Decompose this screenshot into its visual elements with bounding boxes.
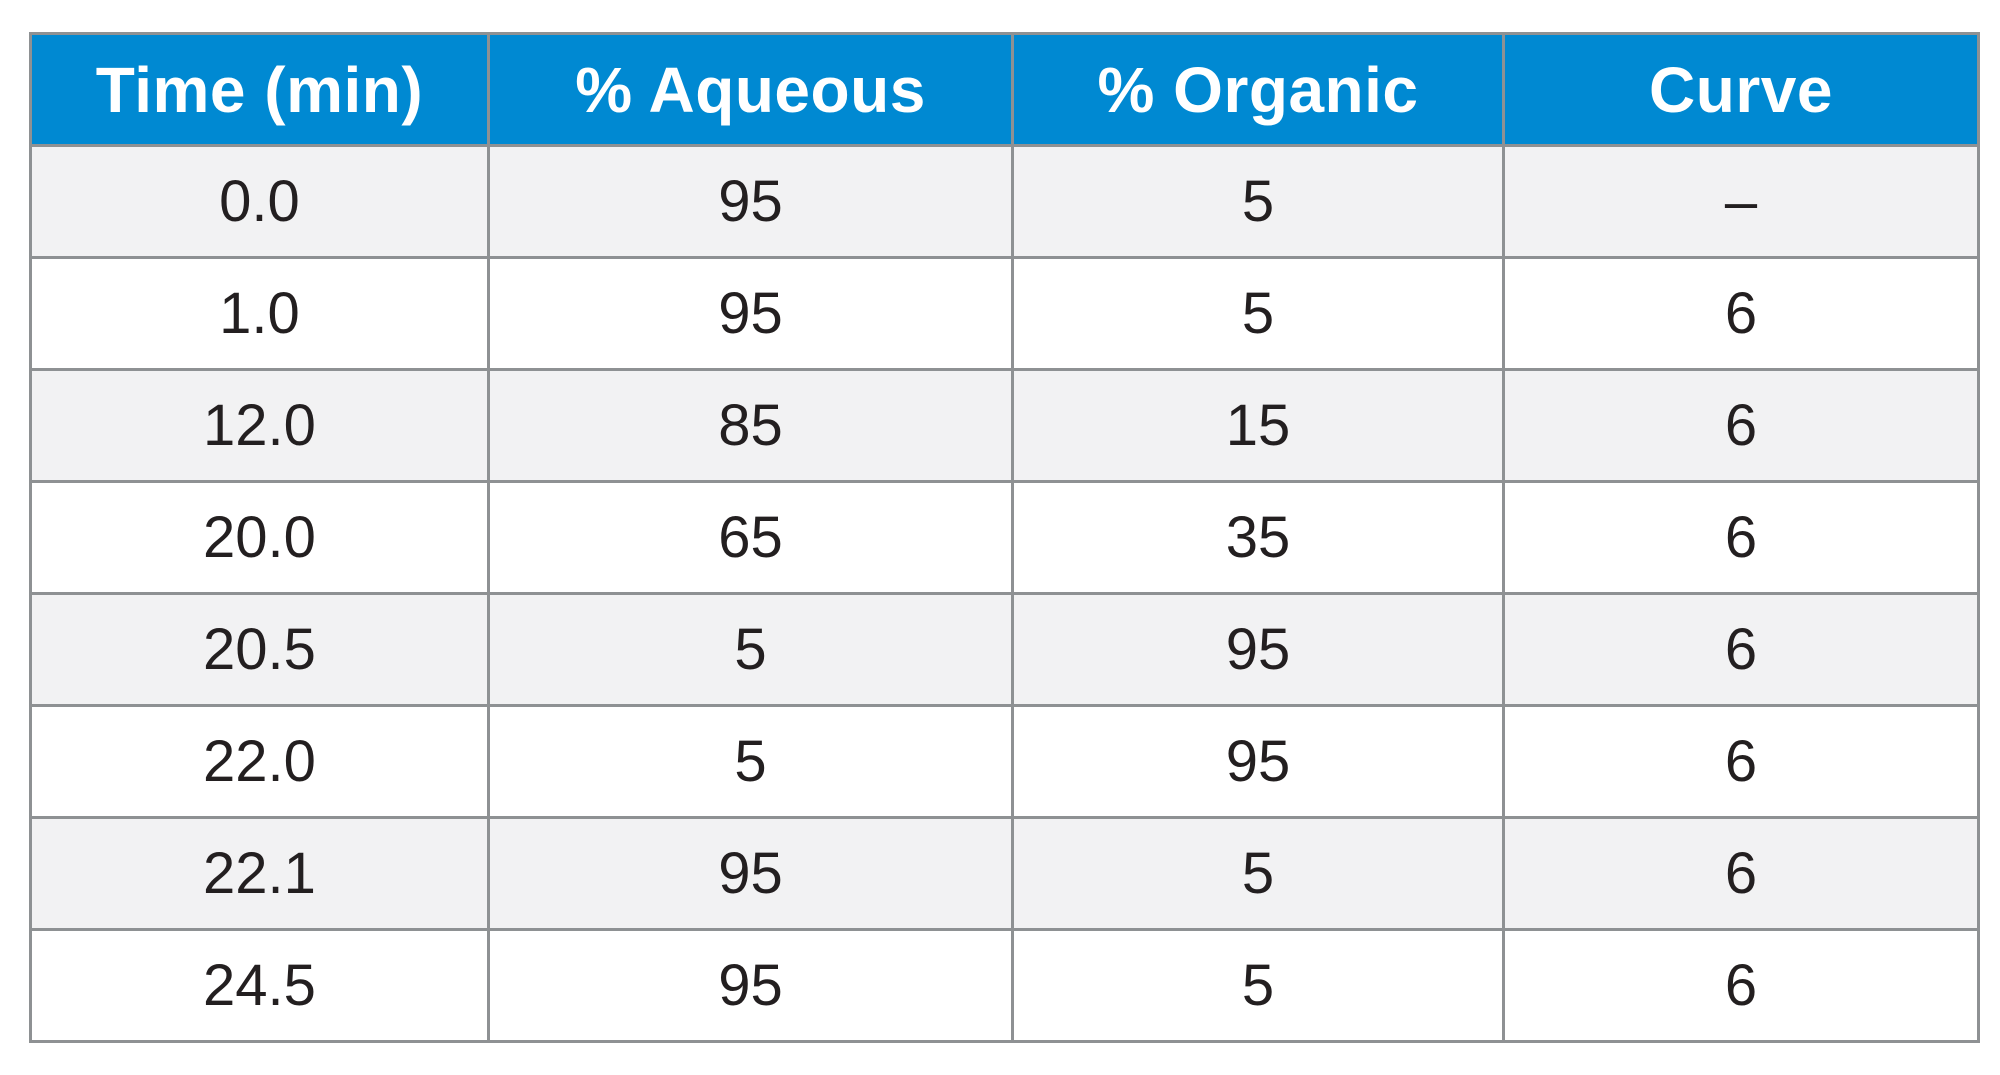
- column-header-curve: Curve: [1502, 32, 1980, 147]
- table-row: 24.5 95 5 6: [29, 928, 1980, 1043]
- table-body: 0.0 95 5 – 1.0 95 5 6 12.0 85 15 6 20.0 …: [29, 144, 1980, 1043]
- table-row: 20.5 5 95 6: [29, 592, 1980, 707]
- cell-curve: 6: [1502, 480, 1980, 595]
- cell-curve: 6: [1502, 368, 1980, 483]
- table-row: 1.0 95 5 6: [29, 256, 1980, 371]
- cell-time: 20.0: [29, 480, 490, 595]
- cell-aqueous: 95: [487, 144, 1014, 259]
- table-row: 22.0 5 95 6: [29, 704, 1980, 819]
- cell-aqueous: 5: [487, 704, 1014, 819]
- cell-curve: 6: [1502, 592, 1980, 707]
- cell-curve: 6: [1502, 256, 1980, 371]
- table-row: 0.0 95 5 –: [29, 144, 1980, 259]
- cell-organic: 95: [1011, 704, 1505, 819]
- cell-organic: 95: [1011, 592, 1505, 707]
- cell-time: 22.0: [29, 704, 490, 819]
- gradient-table-container: Time (min) % Aqueous % Organic Curve 0.0…: [29, 32, 1980, 1043]
- cell-organic: 15: [1011, 368, 1505, 483]
- cell-organic: 5: [1011, 256, 1505, 371]
- cell-organic: 5: [1011, 144, 1505, 259]
- cell-time: 22.1: [29, 816, 490, 931]
- column-header-organic: % Organic: [1011, 32, 1505, 147]
- cell-aqueous: 95: [487, 816, 1014, 931]
- cell-organic: 35: [1011, 480, 1505, 595]
- column-header-time: Time (min): [29, 32, 490, 147]
- cell-organic: 5: [1011, 816, 1505, 931]
- cell-aqueous: 65: [487, 480, 1014, 595]
- table-header: Time (min) % Aqueous % Organic Curve: [29, 32, 1980, 147]
- cell-time: 20.5: [29, 592, 490, 707]
- column-header-aqueous: % Aqueous: [487, 32, 1014, 147]
- gradient-table: Time (min) % Aqueous % Organic Curve 0.0…: [29, 32, 1980, 1043]
- table-row: 22.1 95 5 6: [29, 816, 1980, 931]
- cell-time: 12.0: [29, 368, 490, 483]
- cell-time: 1.0: [29, 256, 490, 371]
- cell-organic: 5: [1011, 928, 1505, 1043]
- cell-aqueous: 95: [487, 256, 1014, 371]
- cell-curve: 6: [1502, 816, 1980, 931]
- cell-aqueous: 95: [487, 928, 1014, 1043]
- table-row: 12.0 85 15 6: [29, 368, 1980, 483]
- cell-aqueous: 5: [487, 592, 1014, 707]
- cell-curve: 6: [1502, 704, 1980, 819]
- table-row: 20.0 65 35 6: [29, 480, 1980, 595]
- cell-aqueous: 85: [487, 368, 1014, 483]
- cell-curve: –: [1502, 144, 1980, 259]
- header-row: Time (min) % Aqueous % Organic Curve: [29, 32, 1980, 147]
- cell-time: 24.5: [29, 928, 490, 1043]
- cell-time: 0.0: [29, 144, 490, 259]
- cell-curve: 6: [1502, 928, 1980, 1043]
